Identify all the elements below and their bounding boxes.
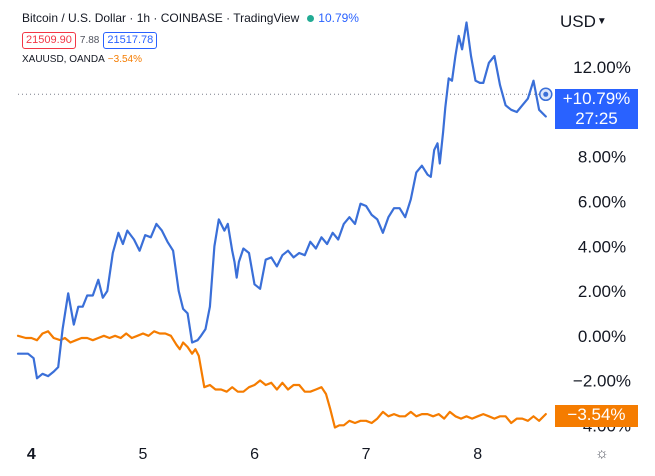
y-tick-label: −2.00%: [573, 372, 631, 391]
y-tick-label: 0.00%: [578, 327, 626, 346]
interval-label[interactable]: 1h: [136, 11, 151, 25]
btc-tag-value: +10.79%: [562, 89, 631, 108]
gear-icon[interactable]: ☼: [595, 445, 609, 462]
compare-legend[interactable]: XAUUSD, OANDA −3.54%: [22, 54, 142, 65]
gold-line: [16, 330, 547, 429]
last-price-marker: [18, 87, 553, 102]
spread-value: 7.88: [79, 35, 100, 46]
currency-label: USD: [560, 12, 596, 31]
y-axis: −4.00%−2.00%0.00%2.00%4.00%6.00%8.00%10.…: [573, 58, 631, 435]
y-tick-label: 12.00%: [573, 58, 631, 77]
compare-change: −3.54%: [107, 54, 142, 65]
chart-header: Bitcoin / U.S. Dollar · 1h · COINBASE · …: [22, 11, 359, 25]
y-tick-label: 8.00%: [578, 148, 626, 167]
chart-series: [16, 21, 547, 429]
buy-button[interactable]: 21517.78: [103, 32, 158, 49]
compare-symbol: XAUUSD, OANDA: [22, 54, 105, 65]
btc-line: [16, 21, 547, 380]
market-open-status-icon: [307, 14, 315, 22]
quote-row: 21509.90 7.88 21517.78: [22, 32, 158, 49]
x-axis: 4 5 6 7 8: [27, 446, 482, 463]
btc-tag-countdown: 27:25: [575, 109, 618, 128]
sell-button[interactable]: 21509.90: [22, 32, 76, 49]
chevron-down-icon: ▼: [596, 16, 607, 27]
y-tick-label: 4.00%: [578, 237, 626, 256]
x-tick-label: 6: [250, 446, 259, 463]
gold-tag-value: −3.54%: [567, 405, 626, 424]
symbol-name[interactable]: Bitcoin / U.S. Dollar: [22, 11, 127, 25]
header-change: 10.79%: [318, 11, 359, 25]
exchange-label: COINBASE: [160, 11, 223, 25]
x-tick-label: 4: [27, 446, 36, 463]
source-label: TradingView: [233, 11, 300, 25]
last-point-dot: [543, 91, 549, 97]
gold-price-tag: −3.54%: [555, 405, 638, 427]
x-tick-label: 5: [139, 446, 148, 463]
x-tick-label: 8: [473, 446, 482, 463]
btc-price-tag: +10.79% 27:25: [555, 89, 638, 129]
y-tick-label: 2.00%: [578, 282, 626, 301]
x-tick-label: 7: [362, 446, 371, 463]
currency-selector[interactable]: USD▼: [560, 12, 607, 32]
y-tick-label: 6.00%: [578, 193, 626, 212]
